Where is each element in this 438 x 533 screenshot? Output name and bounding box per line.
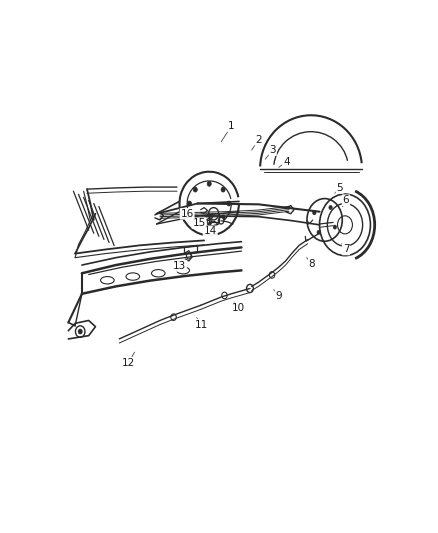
Text: 13: 13 [173, 261, 186, 271]
Circle shape [329, 205, 332, 209]
Text: 16: 16 [180, 209, 194, 219]
Circle shape [247, 284, 253, 293]
Text: 3: 3 [269, 145, 276, 155]
Ellipse shape [152, 270, 165, 277]
Text: 4: 4 [283, 157, 290, 167]
Circle shape [219, 217, 224, 224]
Circle shape [207, 221, 211, 225]
Text: 9: 9 [276, 291, 282, 301]
Ellipse shape [126, 273, 140, 280]
Circle shape [207, 219, 211, 223]
Text: 11: 11 [195, 320, 208, 329]
Circle shape [221, 215, 225, 220]
Text: 2: 2 [255, 135, 262, 145]
Text: 14: 14 [204, 227, 217, 237]
Circle shape [333, 225, 336, 229]
Ellipse shape [177, 267, 190, 274]
Circle shape [269, 272, 275, 278]
Circle shape [208, 207, 219, 220]
Text: 15: 15 [192, 218, 206, 228]
Circle shape [193, 187, 197, 192]
Circle shape [222, 292, 227, 298]
Circle shape [193, 215, 197, 220]
Circle shape [227, 201, 231, 206]
Text: 8: 8 [309, 259, 315, 269]
Text: 1: 1 [228, 122, 235, 131]
Ellipse shape [101, 277, 114, 284]
Circle shape [313, 211, 316, 215]
Text: 5: 5 [336, 183, 343, 193]
Text: 10: 10 [232, 303, 245, 313]
Circle shape [78, 329, 82, 334]
Text: 6: 6 [343, 195, 350, 205]
Circle shape [317, 230, 320, 235]
Circle shape [207, 181, 211, 186]
Circle shape [187, 201, 191, 206]
Circle shape [221, 187, 225, 192]
Text: 7: 7 [343, 245, 350, 254]
Circle shape [171, 314, 176, 320]
Text: 12: 12 [122, 358, 135, 368]
